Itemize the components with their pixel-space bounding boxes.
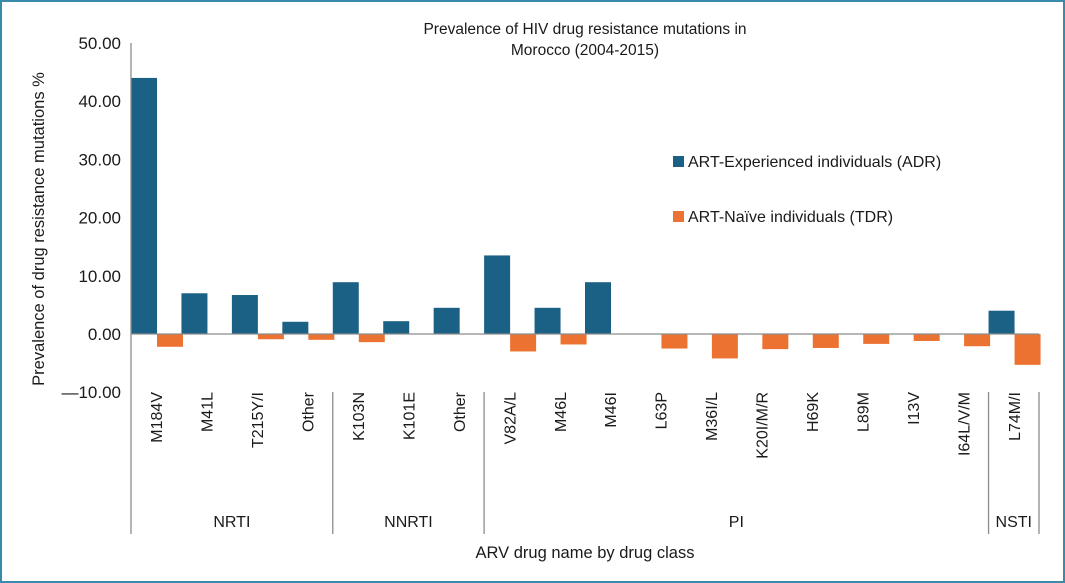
bar-adr-6	[433, 307, 460, 334]
bar-tdr-15	[913, 334, 940, 341]
y-tick-label: 40.00	[78, 92, 121, 111]
y-axis-ticks: 50.00 40.00 30.00 20.00 10.00 0.00 —10.00	[61, 34, 121, 402]
axes	[130, 43, 1039, 534]
x-tick-label: K101E	[401, 392, 418, 440]
bar-tdr-10	[661, 334, 688, 349]
legend-label: ART-Experienced individuals (ADR)	[688, 154, 941, 171]
bar-tdr-8	[560, 334, 587, 345]
y-tick-label: 0.00	[88, 325, 121, 344]
x-tick-label: H69K	[805, 392, 822, 432]
bar-tdr-17	[1014, 334, 1041, 365]
x-tick-label: Other	[301, 391, 318, 432]
x-tick-label: K103N	[351, 392, 368, 441]
legend-swatch	[673, 156, 684, 167]
y-tick-label: 20.00	[78, 209, 121, 228]
group-label: PI	[729, 514, 744, 531]
chart-title-line-1: Prevalence of HIV drug resistance mutati…	[423, 21, 746, 38]
x-axis-category-labels: M184V M41L T215Y/I Other K103N K101E Other V82A…	[149, 391, 1024, 458]
x-tick-label: L63P	[654, 392, 671, 429]
bar-tdr-0	[157, 334, 183, 347]
x-axis-title: ARV drug name by drug class	[476, 544, 695, 562]
x-tick-label: M41L	[200, 392, 217, 432]
x-tick-label: L89M	[855, 392, 872, 432]
x-tick-label: K20I/M/R	[755, 392, 772, 459]
legend-swatch	[673, 211, 684, 222]
bar-adr-3	[282, 321, 309, 334]
x-axis-group-labels: NRTI NNRTI PI NSTI	[213, 392, 1040, 534]
bar-tdr-11	[711, 334, 738, 359]
bar-adr-17	[988, 310, 1015, 334]
bar-adr-5	[383, 321, 410, 334]
bar-tdr-16	[964, 334, 991, 347]
chart-title-line-2: Morocco (2004-2015)	[511, 42, 659, 59]
bar-adr-8	[534, 307, 561, 334]
group-label: NRTI	[213, 514, 250, 531]
bar-tdr-14	[863, 334, 890, 344]
x-tick-label: T215Y/I	[250, 392, 267, 448]
bar-adr-2	[231, 295, 258, 334]
bars	[131, 77, 1041, 365]
x-tick-label: M36I/L	[704, 392, 721, 441]
bar-tdr-2	[257, 334, 284, 340]
bar-adr-1	[181, 293, 208, 334]
x-tick-label: M184V	[149, 392, 166, 443]
legend: ART-Experienced individuals (ADR) ART-Naï…	[673, 154, 941, 226]
y-axis-title: Prevalence of drug resistance mutations …	[30, 72, 48, 386]
bar-tdr-7	[510, 334, 537, 352]
bar-adr-7	[484, 255, 511, 334]
y-tick-label: 30.00	[78, 150, 121, 169]
y-tick-label: 50.00	[78, 34, 121, 53]
x-tick-label: M46L	[553, 392, 570, 432]
bar-tdr-12	[762, 334, 789, 350]
bar-adr-9	[585, 282, 611, 334]
y-tick-label: 10.00	[78, 267, 121, 286]
x-tick-label: M46I	[603, 392, 620, 428]
x-tick-label: I13V	[906, 392, 923, 425]
y-tick-label: —10.00	[61, 383, 121, 402]
bar-tdr-4	[358, 334, 385, 343]
bar-adr-4	[332, 282, 359, 334]
chart-title: Prevalence of HIV drug resistance mutati…	[423, 21, 746, 59]
bar-tdr-3	[308, 334, 335, 340]
group-label: NSTI	[996, 514, 1032, 531]
group-label: NNRTI	[384, 514, 433, 531]
bar-adr-0	[131, 77, 157, 335]
x-tick-label: L74M/I	[1007, 392, 1024, 441]
bar-tdr-13	[812, 334, 839, 348]
x-tick-label: V82A/L	[502, 392, 519, 445]
x-tick-label: Other	[452, 391, 469, 432]
legend-label: ART-Naïve individuals (TDR)	[688, 209, 893, 226]
x-tick-label: I64L/V/M	[956, 392, 973, 456]
